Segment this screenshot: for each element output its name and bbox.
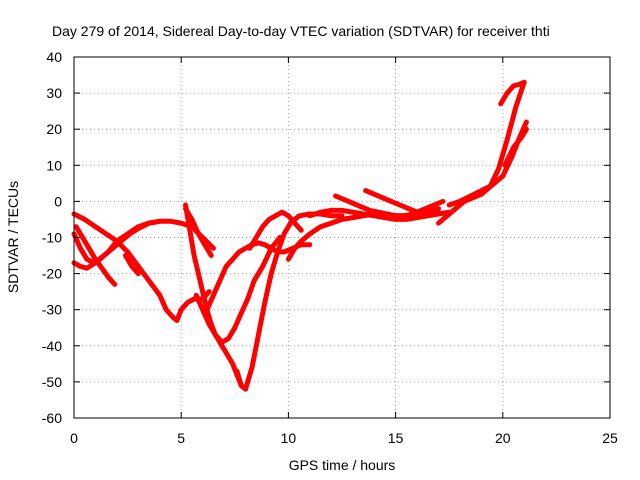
y-tick-label: 0	[54, 193, 62, 209]
y-tick-label: 20	[46, 121, 62, 137]
series-line-5	[123, 253, 141, 277]
series-line-8	[193, 235, 283, 345]
series-line-4	[73, 224, 118, 287]
series-line-19	[498, 79, 527, 107]
x-tick-label: 20	[495, 430, 511, 446]
y-tick-label: -50	[42, 374, 62, 390]
y-tick-label: -60	[42, 410, 62, 426]
y-tick-label: -40	[42, 338, 62, 354]
x-tick-label: 25	[602, 430, 618, 446]
x-tick-label: 5	[177, 430, 185, 446]
chart-title: Day 279 of 2014, Sidereal Day-to-day VTE…	[52, 23, 550, 39]
y-tick-label: -20	[42, 266, 62, 282]
y-axis-label: SDTVAR / TECUs	[5, 181, 21, 293]
x-tick-label: 0	[70, 430, 78, 446]
series-line-13	[307, 207, 452, 222]
series-line-18	[502, 126, 529, 168]
series-line-11	[247, 209, 304, 251]
grid	[74, 57, 610, 418]
series-line-1	[71, 211, 212, 323]
series-line-15	[363, 188, 446, 215]
series-line-17	[446, 119, 529, 208]
ticks: 0 5 10 15 20 25 -60 -50 -40 -30 -20 -10 0 10 20 30 40	[42, 49, 618, 446]
series-line-16	[436, 79, 527, 226]
y-tick-label: -10	[42, 230, 62, 246]
y-tick-label: -30	[42, 302, 62, 318]
y-tick-label: 40	[46, 49, 62, 65]
y-tick-label: 30	[46, 85, 62, 101]
x-tick-label: 10	[281, 430, 297, 446]
x-axis-label: GPS time / hours	[289, 457, 396, 473]
series-layer	[71, 79, 529, 392]
y-tick-label: 10	[46, 157, 62, 173]
x-tick-label: 15	[388, 430, 404, 446]
